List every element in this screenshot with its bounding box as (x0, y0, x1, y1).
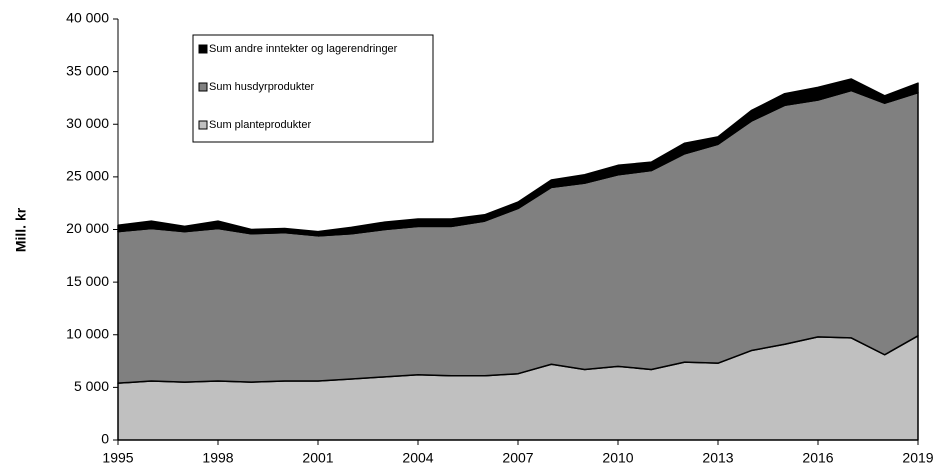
x-tick-label: 1998 (202, 450, 233, 466)
legend-swatch (198, 44, 208, 54)
legend-label: Sum husdyrprodukter (209, 81, 314, 93)
legend-box (192, 34, 434, 143)
y-tick-label: 20 000 (66, 220, 109, 236)
legend-swatch (198, 120, 208, 130)
x-tick-label: 2013 (702, 450, 733, 466)
y-tick-label: 35 000 (66, 62, 109, 78)
y-tick-label: 40 000 (66, 10, 109, 26)
y-axis-label: Mill. kr (13, 207, 29, 252)
x-tick-label: 2007 (502, 450, 533, 466)
x-tick-label: 2019 (902, 450, 933, 466)
y-tick-label: 25 000 (66, 168, 109, 184)
y-tick-label: 30 000 (66, 115, 109, 131)
y-tick-label: 10 000 (66, 325, 109, 341)
y-tick-label: 15 000 (66, 273, 109, 289)
x-tick-label: 2010 (602, 450, 633, 466)
legend-swatch (198, 82, 208, 92)
x-tick-label: 2004 (402, 450, 433, 466)
legend-label: Sum planteprodukter (209, 119, 311, 131)
x-tick-label: 2016 (802, 450, 833, 466)
area (117, 78, 919, 237)
legend-label: Sum andre inntekter og lagerendringer (209, 43, 398, 55)
y-tick-label: 0 (101, 431, 109, 447)
x-tick-label: 2001 (302, 450, 333, 466)
y-tick-label: 5 000 (74, 378, 109, 394)
x-tick-label: 1995 (102, 450, 133, 466)
